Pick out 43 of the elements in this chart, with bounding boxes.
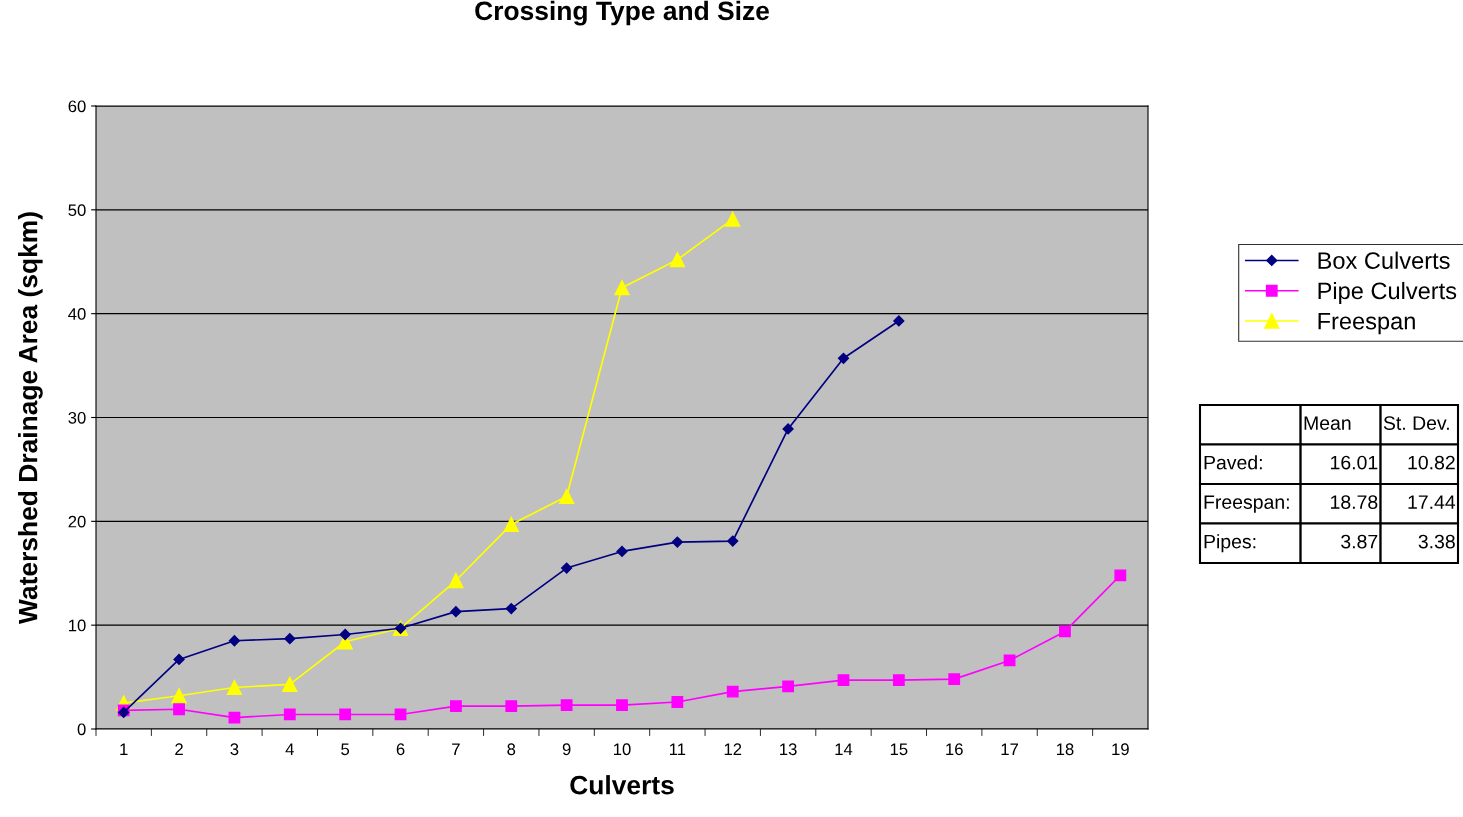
chart-title: Crossing Type and Size	[475, 0, 769, 26]
text: 17.44	[1408, 495, 1456, 509]
y-tick-label: 10	[69, 619, 86, 632]
x-tick-label: 5	[341, 743, 350, 756]
text: Mean	[1304, 416, 1351, 430]
text: 10.82	[1408, 455, 1455, 470]
text: Pipes:	[1204, 534, 1256, 553]
x-tick-label: 2	[175, 743, 183, 755]
text: Paved:	[1204, 455, 1262, 470]
x-tick-label: 13	[780, 743, 797, 756]
y-tick-label: 20	[68, 515, 86, 528]
text: 3.87	[1341, 534, 1378, 549]
text: Freespan:	[1204, 495, 1289, 513]
y-tick-label: 0	[77, 723, 86, 736]
x-tick-label: 4	[285, 743, 294, 755]
y-tick-label: 50	[68, 204, 86, 217]
text: 3.38	[1418, 534, 1455, 549]
x-tick-label: 17	[1001, 743, 1019, 755]
y-tick-label: 60	[68, 100, 86, 113]
x-tick-label: 15	[890, 743, 908, 756]
legend-label: Pipe Culverts	[1318, 281, 1457, 304]
x-tick-label: 16	[946, 743, 963, 756]
x-tick-label: 9	[562, 743, 571, 756]
x-axis-title: Culverts	[570, 775, 674, 795]
y-tick-label: 40	[68, 308, 86, 320]
x-tick-label: 3	[230, 743, 239, 756]
x-tick-label: 14	[835, 743, 853, 755]
x-tick-label: 19	[1112, 743, 1129, 756]
x-tick-label: 11	[669, 743, 686, 755]
text: 18.78	[1331, 495, 1378, 509]
legend-label: Freespan	[1318, 313, 1415, 335]
y-tick-label: 30	[68, 411, 86, 424]
x-tick-label: 1	[120, 743, 128, 755]
legend-label: Box Culverts	[1318, 251, 1450, 269]
x-tick-label: 10	[614, 743, 631, 756]
x-tick-label: 12	[724, 743, 742, 755]
text: St. Dev.	[1383, 416, 1449, 430]
x-tick-label: 8	[507, 743, 516, 756]
x-tick-label: 6	[396, 743, 405, 756]
text: 16.01	[1331, 455, 1378, 470]
y-axis-title: Watershed Drainage Area (sqkm)	[18, 212, 43, 624]
x-tick-label: 7	[452, 743, 460, 755]
x-tick-label: 18	[1056, 743, 1074, 756]
